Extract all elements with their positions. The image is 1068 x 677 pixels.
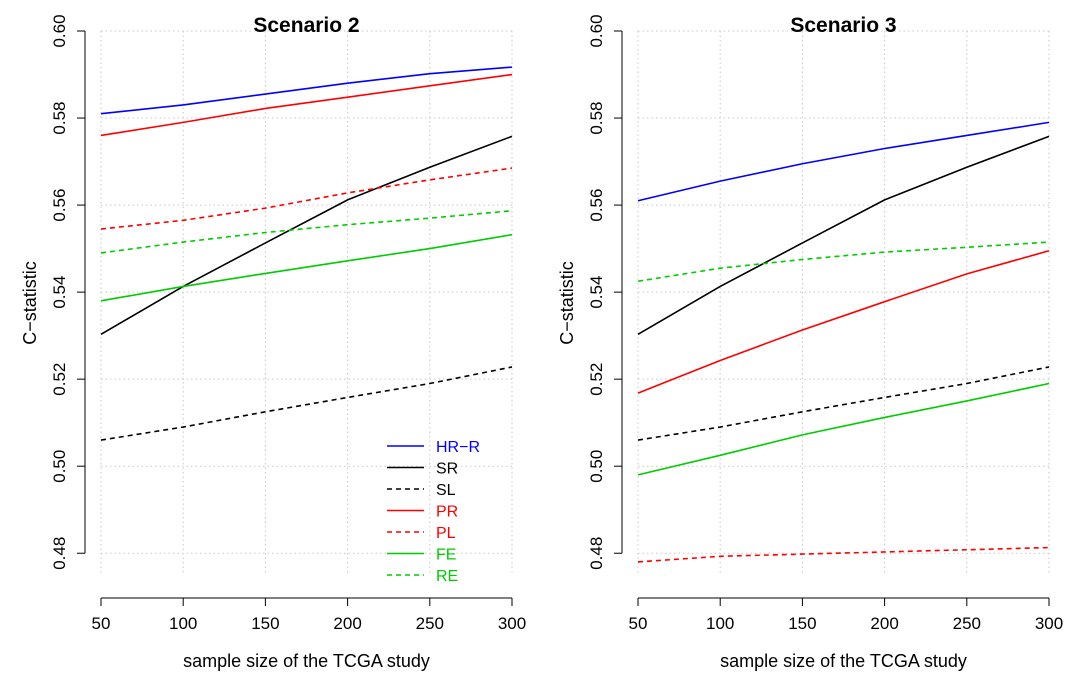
legend-label: PL bbox=[436, 525, 456, 542]
series-line-0 bbox=[100, 66, 513, 115]
x-tick-label: 150 bbox=[788, 614, 816, 633]
series-line-4 bbox=[637, 546, 1050, 563]
series-group bbox=[637, 121, 1050, 563]
x-axis: 50 100 150 200 250 300 bbox=[629, 597, 1063, 633]
chart-title: Scenario 2 bbox=[253, 14, 359, 37]
y-tick-label: 0.58 bbox=[50, 101, 69, 134]
x-axis: 50 100 150 200 250 300 bbox=[92, 597, 526, 633]
y-tick-label: 0.58 bbox=[587, 101, 606, 134]
y-tick-label: 0.60 bbox=[587, 14, 606, 47]
x-tick-label: 100 bbox=[169, 614, 197, 633]
x-tick-label: 50 bbox=[92, 614, 111, 633]
y-tick-label: 0.52 bbox=[50, 363, 69, 396]
panel-scenario-2: 50 100 150 200 250 300 0.48 0.50 0.52 0.54 0.56 0.5… bbox=[20, 14, 526, 671]
chart-title: Scenario 3 bbox=[790, 14, 896, 37]
x-tick-label: 200 bbox=[333, 614, 361, 633]
x-tick-label: 300 bbox=[1035, 614, 1063, 633]
y-tick-label: 0.56 bbox=[587, 189, 606, 222]
series-line-2 bbox=[637, 366, 1050, 441]
grid bbox=[637, 30, 1050, 575]
series-line-6 bbox=[637, 241, 1050, 283]
series-line-5 bbox=[637, 382, 1050, 476]
x-tick-label: 50 bbox=[629, 614, 648, 633]
y-tick-label: 0.60 bbox=[50, 14, 69, 47]
x-tick-label: 150 bbox=[251, 614, 279, 633]
legend-label: PR bbox=[436, 504, 458, 521]
y-tick-label: 0.54 bbox=[587, 276, 606, 309]
legend-label: FE bbox=[436, 547, 456, 564]
y-axis: 0.48 0.50 0.52 0.54 0.56 0.58 0.60 bbox=[50, 14, 86, 570]
y-axis-label: C−statistic bbox=[20, 261, 40, 345]
series-line-3 bbox=[637, 250, 1050, 394]
series-line-3 bbox=[100, 73, 513, 137]
legend: HR−R SR SL PR PL FE RE bbox=[387, 439, 480, 585]
series-line-1 bbox=[100, 135, 513, 336]
y-tick-label: 0.48 bbox=[587, 537, 606, 570]
y-tick-label: 0.52 bbox=[587, 363, 606, 396]
x-axis-label: sample size of the TCGA study bbox=[183, 651, 430, 671]
y-tick-label: 0.50 bbox=[50, 450, 69, 483]
series-line-4 bbox=[100, 167, 513, 230]
series-line-5 bbox=[100, 233, 513, 302]
series-group bbox=[100, 66, 513, 441]
y-axis-label: C−statistic bbox=[557, 261, 577, 345]
x-tick-label: 300 bbox=[498, 614, 526, 633]
legend-label: SR bbox=[436, 461, 458, 478]
legend-label: RE bbox=[436, 568, 458, 585]
legend-label: SL bbox=[436, 482, 456, 499]
x-tick-label: 250 bbox=[416, 614, 444, 633]
y-tick-label: 0.54 bbox=[50, 276, 69, 309]
y-tick-label: 0.48 bbox=[50, 537, 69, 570]
series-line-6 bbox=[100, 209, 513, 254]
series-line-1 bbox=[637, 135, 1050, 336]
legend-label: HR−R bbox=[436, 439, 480, 456]
x-axis-label: sample size of the TCGA study bbox=[720, 651, 967, 671]
y-tick-label: 0.50 bbox=[587, 450, 606, 483]
series-line-0 bbox=[637, 121, 1050, 202]
x-tick-label: 100 bbox=[706, 614, 734, 633]
y-axis: 0.48 0.50 0.52 0.54 0.56 0.58 0.60 bbox=[587, 14, 623, 570]
x-tick-label: 200 bbox=[870, 614, 898, 633]
x-tick-label: 250 bbox=[953, 614, 981, 633]
panel-scenario-3: 50 100 150 200 250 300 0.48 0.50 0.52 0.54 0.56 0.5… bbox=[557, 14, 1063, 671]
series-line-2 bbox=[100, 366, 513, 441]
y-tick-label: 0.56 bbox=[50, 189, 69, 222]
